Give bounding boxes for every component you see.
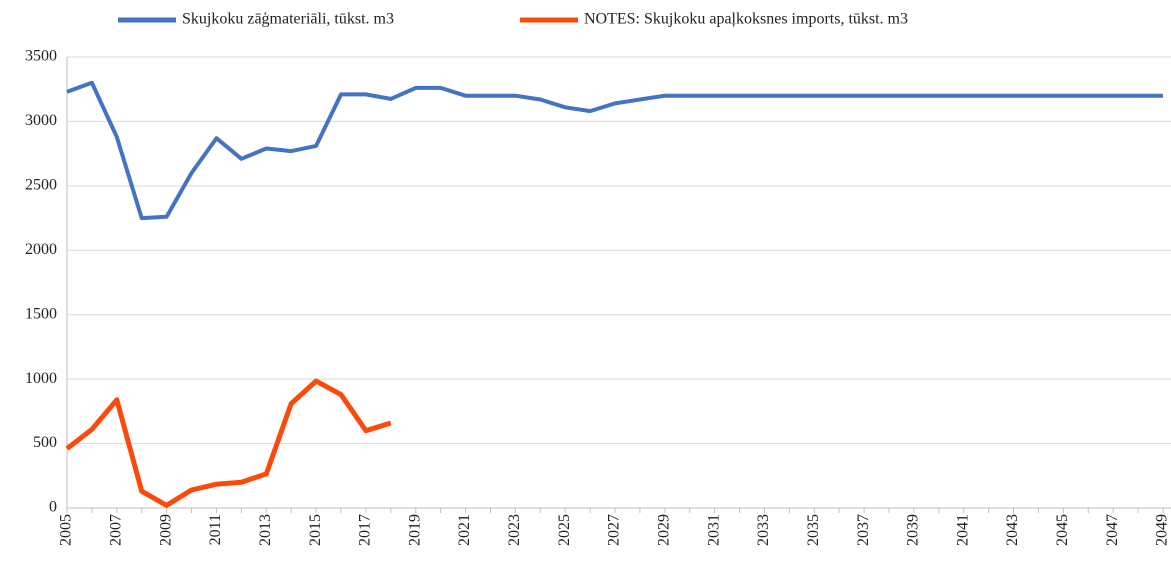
x-tick-label: 2025 <box>556 514 573 546</box>
y-tick-label: 2500 <box>25 177 57 194</box>
x-tick-label: 2035 <box>805 514 822 546</box>
x-tick-label: 2027 <box>606 514 623 546</box>
series-line <box>66 80 1163 221</box>
y-tick-label: 1000 <box>25 370 57 387</box>
x-tick-label: 2045 <box>1054 514 1071 546</box>
x-tick-label: 2043 <box>1004 514 1021 546</box>
x-tick-label: 2017 <box>357 514 374 546</box>
y-tick-label: 1500 <box>25 305 57 322</box>
legend-label: Skujkoku zāģmateriāli, tūkst. m3 <box>182 11 394 28</box>
x-tick-label: 2023 <box>506 514 523 546</box>
x-tick-label: 2015 <box>307 514 324 546</box>
y-tick-label: 500 <box>33 434 57 451</box>
series-line <box>65 378 392 508</box>
y-tick-label: 3000 <box>25 112 57 129</box>
legend-label: NOTES: Skujkoku apaļkoksnes imports, tūk… <box>584 11 908 28</box>
x-tick-label: 2029 <box>655 514 672 546</box>
x-tick-label: 2021 <box>456 514 473 546</box>
x-tick-label: 2037 <box>855 514 872 546</box>
y-tick-label: 0 <box>49 499 57 516</box>
x-tick-label: 2007 <box>107 514 124 546</box>
x-tick-label: 2047 <box>1104 514 1121 546</box>
x-tick-label: 2009 <box>157 514 174 546</box>
x-tick-label: 2013 <box>257 514 274 546</box>
x-tick-label: 2019 <box>406 514 423 546</box>
x-tick-label: 2031 <box>705 514 722 546</box>
x-tick-label: 2005 <box>58 514 75 546</box>
x-tick-label: 2041 <box>954 514 971 546</box>
y-tick-label: 2000 <box>25 241 57 258</box>
x-tick-label: 2039 <box>905 514 922 546</box>
y-tick-label: 3500 <box>25 48 57 65</box>
x-tick-label: 2011 <box>207 514 224 545</box>
x-tick-label: 2049 <box>1154 514 1171 546</box>
x-tick-label: 2033 <box>755 514 772 546</box>
